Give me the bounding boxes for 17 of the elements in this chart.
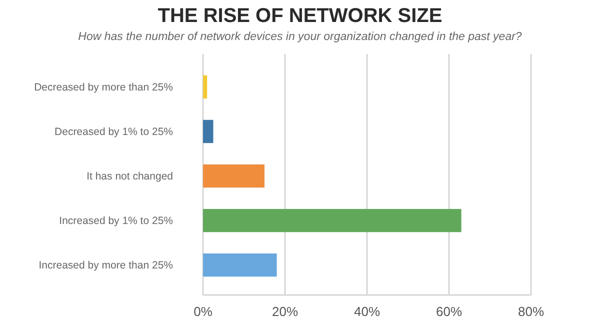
chart-title: THE RISE OF NETWORK SIZE <box>158 5 442 27</box>
chart-subtitle: How has the number of network devices in your organization changed in the past year? <box>78 31 522 43</box>
y-tick-label: Decreased by 1% to 25% <box>54 126 173 138</box>
bar <box>203 120 214 144</box>
y-tick-label: Increased by 1% to 25% <box>59 215 173 228</box>
y-tick-label: Increased by more than 25% <box>38 260 173 272</box>
x-tick-label: 60% <box>436 304 462 319</box>
y-tick-label: It has not changed <box>86 170 174 183</box>
bar <box>203 253 277 277</box>
bar <box>203 208 462 232</box>
x-tick-label: 0% <box>194 304 213 319</box>
y-tick-label: Decreased by more than 25% <box>34 82 173 94</box>
bar <box>203 164 264 188</box>
x-tick-label: 20% <box>272 304 298 319</box>
x-tick-label: 40% <box>354 304 380 319</box>
x-tick-label: 80% <box>518 304 544 319</box>
bar <box>203 75 208 99</box>
